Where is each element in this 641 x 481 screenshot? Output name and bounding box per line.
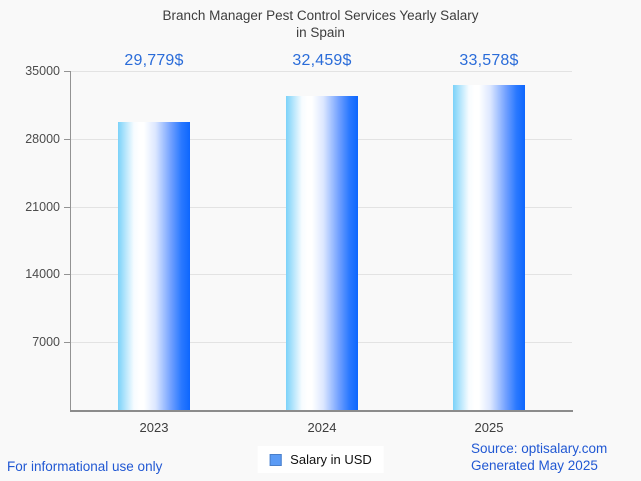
disclaimer-text: For informational use only bbox=[7, 459, 163, 474]
y-axis-tick bbox=[64, 342, 70, 343]
y-tick-label: 35000 bbox=[25, 64, 60, 78]
bar-group-2024 bbox=[286, 71, 358, 410]
x-axis-label-2023: 2023 bbox=[139, 420, 169, 435]
value-label-2023: 29,779$ bbox=[124, 52, 184, 69]
legend[interactable]: Salary in USD bbox=[257, 446, 384, 473]
bar-group-2025 bbox=[453, 71, 525, 410]
bar-group-2023 bbox=[118, 71, 190, 410]
y-tick-label: 14000 bbox=[25, 267, 60, 281]
chart-title: Branch Manager Pest Control Services Yea… bbox=[0, 7, 641, 41]
source-block: Source: optisalary.com Generated May 202… bbox=[471, 440, 607, 474]
y-tick-label: 7000 bbox=[32, 335, 60, 349]
source-link[interactable]: Source: optisalary.com bbox=[471, 441, 608, 456]
legend-label: Salary in USD bbox=[290, 452, 372, 467]
x-axis-label-2024: 2024 bbox=[307, 420, 337, 435]
y-tick-label: 21000 bbox=[25, 200, 60, 214]
y-axis-tick bbox=[64, 207, 70, 208]
value-label-2024: 32,459$ bbox=[292, 52, 352, 69]
y-axis-tick bbox=[64, 71, 70, 72]
bar-2023[interactable] bbox=[118, 122, 190, 410]
y-axis-tick bbox=[64, 139, 70, 140]
chart-title-line1: Branch Manager Pest Control Services Yea… bbox=[162, 8, 479, 23]
x-axis-label-2025: 2025 bbox=[474, 420, 504, 435]
generated-date: Generated May 2025 bbox=[471, 458, 598, 473]
value-label-2025: 33,578$ bbox=[459, 52, 519, 69]
legend-marker-icon bbox=[269, 453, 282, 466]
bar-2024[interactable] bbox=[286, 96, 358, 410]
y-axis-tick bbox=[64, 274, 70, 275]
y-tick-label: 28000 bbox=[25, 132, 60, 146]
gridline bbox=[71, 71, 572, 72]
y-axis-line bbox=[70, 71, 71, 411]
bar-2025[interactable] bbox=[453, 85, 525, 410]
x-axis-line bbox=[70, 410, 573, 412]
chart-title-line2: in Spain bbox=[296, 25, 345, 40]
